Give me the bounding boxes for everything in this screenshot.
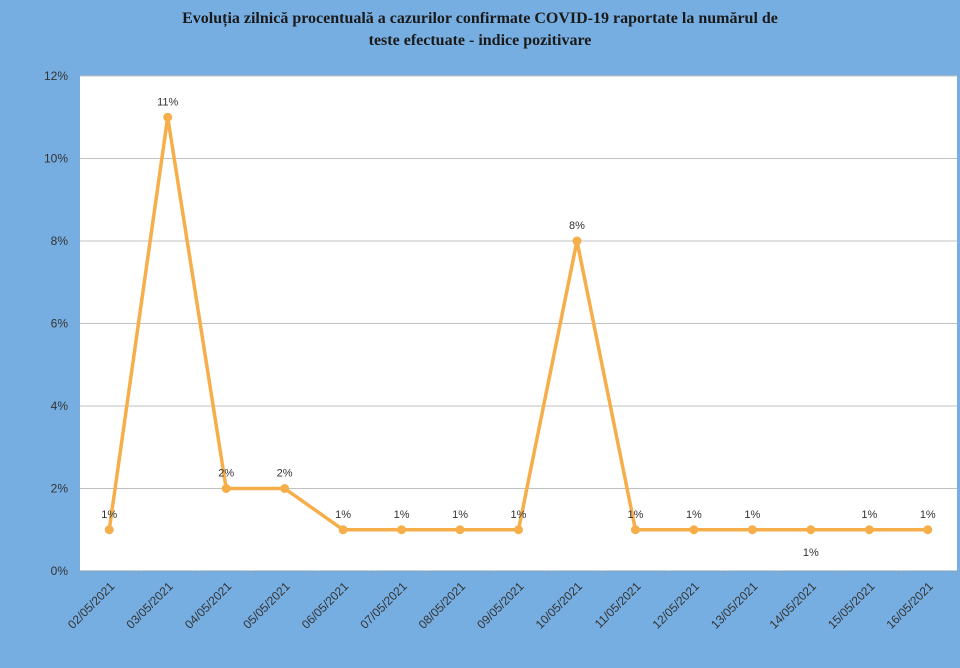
data-point [221, 484, 231, 493]
data-label: 1% [920, 509, 936, 521]
data-point [163, 112, 173, 122]
data-point [864, 525, 874, 535]
chart-title-line-2: teste efectuate - indice pozitivare [368, 32, 592, 49]
data-label: 11% [157, 96, 178, 108]
chart-title-line-1: Evoluția zilnică procentuală a cazurilor… [182, 10, 778, 27]
data-label: 1% [452, 509, 468, 521]
data-label: 1% [101, 509, 117, 521]
data-label: 1% [335, 509, 351, 521]
data-point [397, 525, 407, 535]
x-tick-label: 05/05/2021 [240, 579, 293, 632]
x-tick-label: 08/05/2021 [416, 579, 469, 632]
x-tick-label: 02/05/2021 [65, 579, 118, 632]
x-tick-label: 11/05/2021 [592, 579, 644, 631]
data-point [104, 525, 114, 535]
data-point [806, 525, 816, 535]
data-label: 1% [861, 509, 877, 521]
data-point [923, 525, 933, 535]
x-tick-label: 06/05/2021 [299, 579, 352, 632]
y-tick-label: 12% [44, 69, 68, 83]
y-tick-label: 8% [51, 234, 69, 248]
x-tick-label: 07/05/2021 [357, 579, 410, 632]
x-tick-label: 12/05/2021 [650, 579, 703, 632]
data-point [630, 525, 640, 535]
y-tick-label: 0% [51, 564, 69, 578]
data-label: 2% [218, 468, 234, 480]
x-tick-label: 04/05/2021 [182, 579, 235, 632]
x-tick-label: 13/05/2021 [708, 579, 761, 632]
data-label: 1% [686, 509, 702, 521]
x-tick-label: 16/05/2021 [884, 579, 937, 632]
x-tick-label: 09/05/2021 [474, 579, 527, 632]
x-tick-label: 10/05/2021 [533, 579, 586, 632]
data-point [280, 484, 290, 493]
data-point [689, 525, 699, 535]
y-tick-label: 4% [51, 399, 69, 413]
data-label: 1% [511, 509, 527, 521]
data-point [455, 525, 465, 535]
x-tick-label: 03/05/2021 [123, 579, 176, 632]
x-tick-label: 14/05/2021 [767, 579, 820, 632]
data-point [514, 525, 523, 535]
data-label: 1% [803, 547, 819, 559]
data-point [572, 236, 582, 246]
y-tick-label: 10% [44, 152, 68, 166]
y-tick-label: 2% [51, 482, 69, 496]
data-point [338, 525, 348, 535]
data-label: 1% [744, 509, 760, 521]
data-label: 8% [569, 220, 585, 232]
y-tick-label: 6% [51, 317, 69, 331]
data-label: 1% [394, 509, 410, 521]
chart-title: Evoluția zilnică procentuală a cazurilor… [0, 8, 960, 52]
data-label: 1% [627, 509, 643, 521]
x-tick-label: 15/05/2021 [825, 579, 878, 632]
data-point [747, 525, 757, 535]
data-label: 2% [277, 468, 293, 480]
